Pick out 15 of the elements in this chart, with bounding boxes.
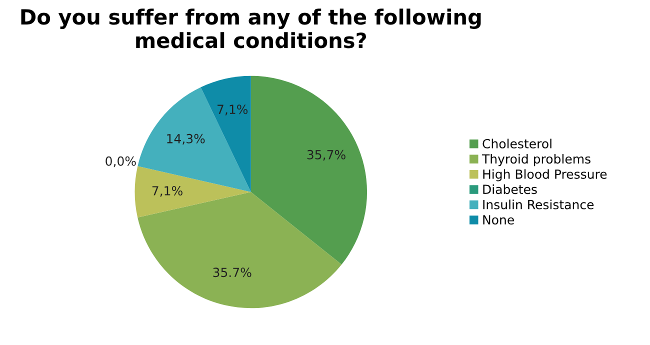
legend-label: None	[483, 215, 514, 225]
pie-slice	[250, 76, 368, 265]
pie-slice	[134, 166, 251, 218]
legend-label: High Blood Pressure	[483, 169, 607, 182]
chart-title: Do you suffer from any of the following medical conditions?	[21, 8, 481, 48]
data-label: 7,1%	[218, 104, 248, 116]
data-label: 14,3%	[167, 134, 205, 145]
data-label: 7,1%	[152, 186, 182, 197]
legend-label: Cholesterol	[482, 138, 552, 148]
legend-label: Insulin Resistance	[483, 200, 594, 210]
text: 0,0%	[106, 156, 136, 168]
legend-label: Thyroid problems	[482, 154, 590, 166]
legend-label: Diabetes	[483, 184, 537, 194]
data-label: 35.7%	[213, 268, 252, 278]
data-label: 35,7%	[307, 150, 346, 161]
